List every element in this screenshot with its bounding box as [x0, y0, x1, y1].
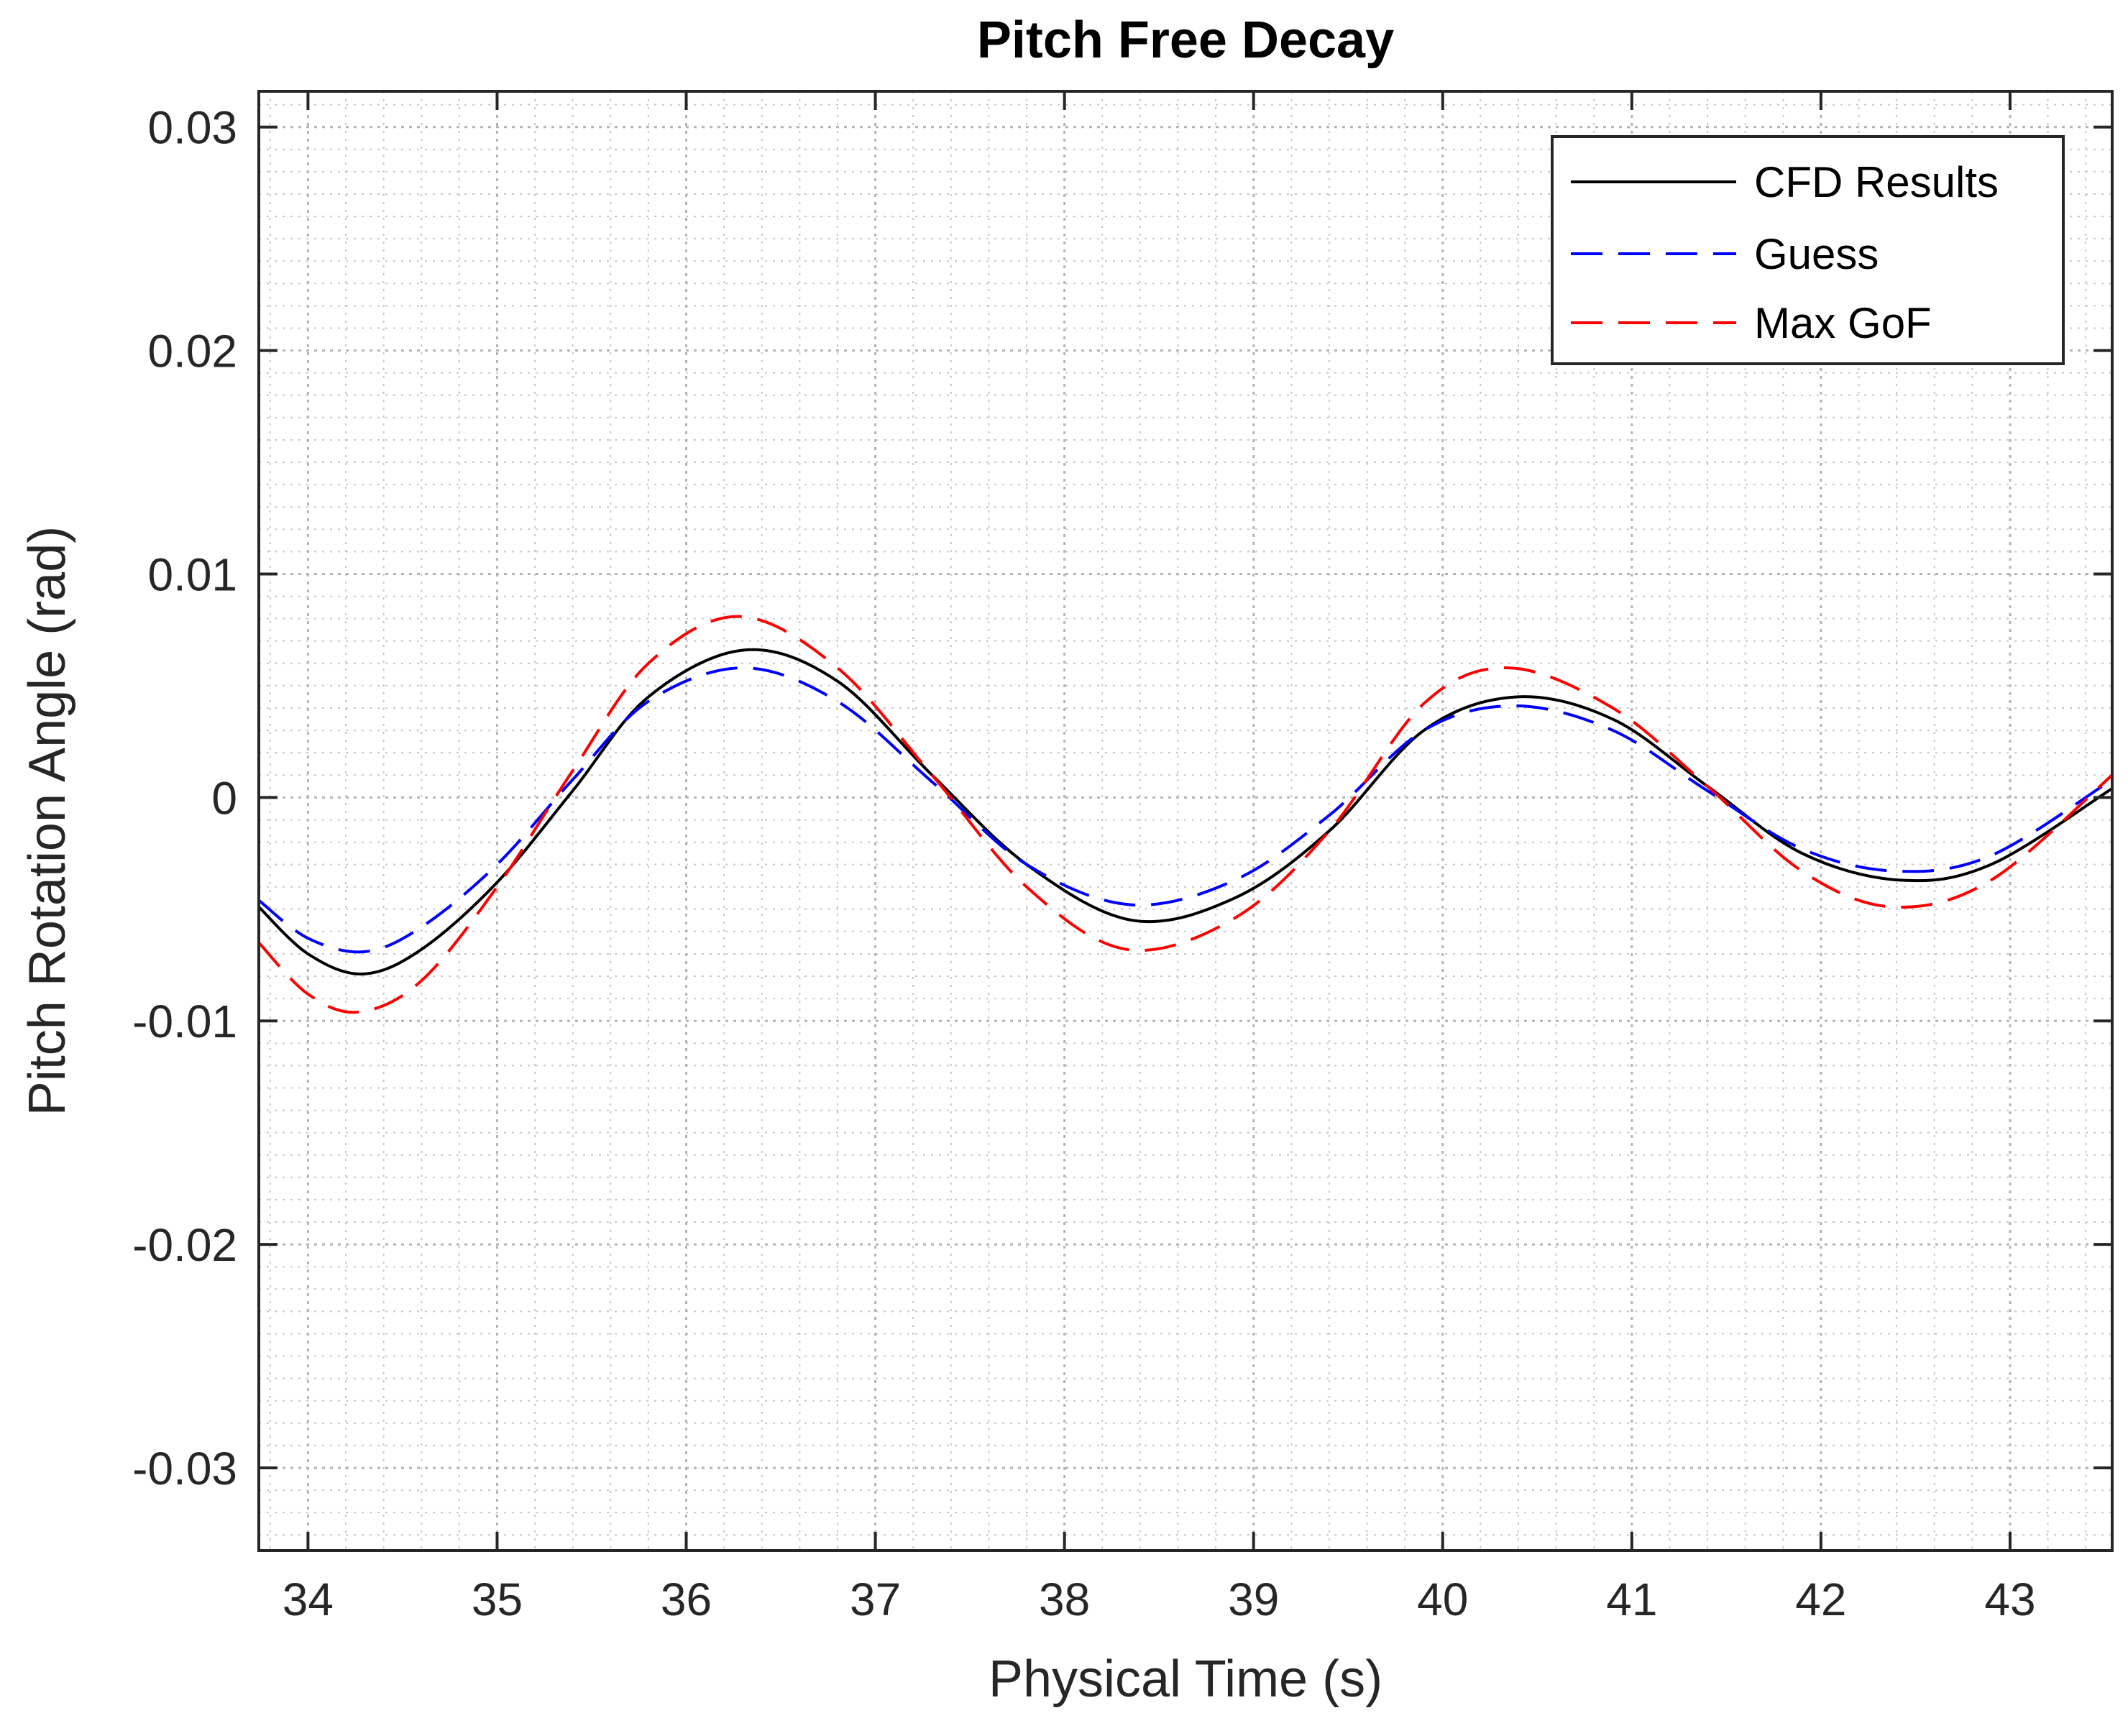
series-lines: [257, 615, 2114, 1014]
series-line-max-gof: [257, 615, 2114, 1014]
y-tick-label: 0: [211, 772, 237, 824]
y-tick-label: -0.01: [132, 996, 237, 1047]
chart-title: Pitch Free Decay: [977, 12, 1394, 69]
y-tick-label: 0.01: [147, 548, 237, 600]
y-tick-label: -0.02: [132, 1219, 237, 1271]
minor-grid: [259, 91, 2112, 1551]
legend-label-guess: Guess: [1754, 230, 1879, 278]
x-axis-label: Physical Time (s): [989, 1650, 1382, 1708]
axis-ticks: [259, 91, 2112, 1551]
y-tick-label: 0.02: [147, 326, 237, 377]
series-line-cfd-results: [257, 648, 2114, 975]
series-line-guess: [257, 666, 2114, 954]
x-tick-label: 43: [1984, 1574, 2035, 1625]
legend-label-max-gof: Max GoF: [1754, 299, 1932, 347]
legend: CFD Results Guess Max GoF: [1551, 135, 2065, 365]
y-tick-label: 0.03: [147, 102, 237, 154]
x-tick-label: 34: [283, 1574, 334, 1625]
x-tick-label: 39: [1228, 1574, 1279, 1625]
legend-label-cfd-results: CFD Results: [1754, 158, 1999, 206]
y-axis-label: Pitch Rotation Angle (rad): [19, 526, 76, 1116]
y-tick-labels: 0.03 0.02 0.01 0 -0.01 -0.02 -0.03: [132, 102, 237, 1494]
x-tick-labels: 34 35 36 37 38 39 40 41 42 43: [283, 1574, 2036, 1625]
x-tick-label: 41: [1606, 1574, 1657, 1625]
plot-frame: [257, 90, 2114, 1552]
x-tick-label: 40: [1417, 1574, 1468, 1625]
x-tick-label: 42: [1795, 1574, 1846, 1625]
legend-box: [1551, 135, 2065, 365]
x-tick-label: 37: [850, 1574, 901, 1625]
x-tick-label: 35: [472, 1574, 523, 1625]
x-tick-label: 38: [1039, 1574, 1090, 1625]
x-tick-label: 36: [661, 1574, 712, 1625]
y-tick-label: -0.03: [132, 1443, 237, 1494]
